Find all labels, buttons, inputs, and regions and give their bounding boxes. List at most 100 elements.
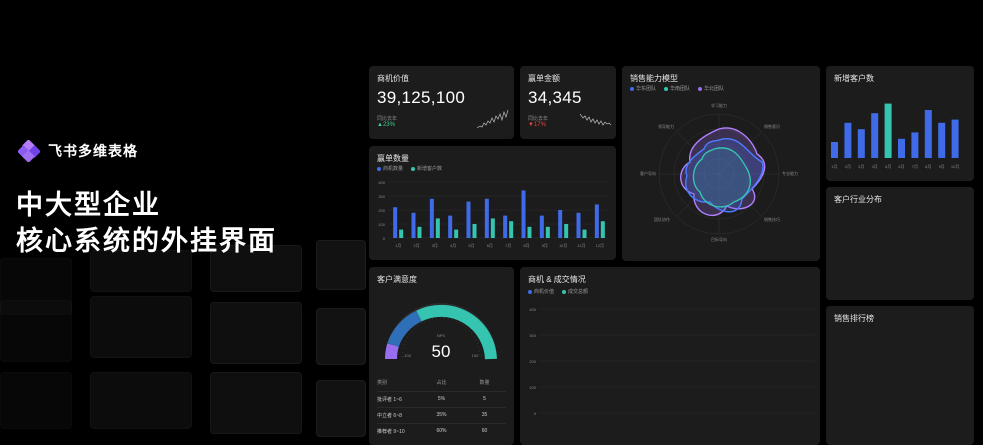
legend-item: 新增客户数 xyxy=(411,165,442,172)
bar xyxy=(417,226,422,238)
radar-axis-label: 领导能力 xyxy=(658,123,674,129)
bar xyxy=(429,198,434,238)
bar xyxy=(938,122,946,158)
sales-ranking-card[interactable]: 销售排行榜 xyxy=(826,306,974,445)
y-tick: 400 xyxy=(378,180,385,185)
customer-satisfaction-card[interactable]: 客户满意度 NPS 50 -100 100 类别 占比 数量 批评者 1~6 5% 5 … xyxy=(369,267,514,445)
customer-industry-card[interactable]: 客户行业分布 xyxy=(826,187,974,300)
radar-axis-label: 专业能力 xyxy=(782,170,798,176)
y-tick: 100 xyxy=(378,222,385,227)
legend-item: 华东团队 xyxy=(630,85,656,92)
radar-chart: 学习能力 销售意识 专业能力 销售技巧 目标导向 团队协作 客户导向 领导能力 xyxy=(640,102,798,242)
new-customers-card[interactable]: 新增客户数 1月 2月 3月 4月 5月 6月 7月 8月 9月 10月 xyxy=(826,66,974,181)
y-tick: 100 xyxy=(529,385,536,390)
brand-name: 飞书多维表格 xyxy=(48,143,138,159)
legend-item: 华北团队 xyxy=(698,85,724,92)
radar-axis-label: 客户导向 xyxy=(640,170,656,176)
x-tick: 2月 xyxy=(413,243,419,248)
bar xyxy=(503,215,508,238)
y-tick: 200 xyxy=(529,359,536,364)
y-tick: 400 xyxy=(529,307,536,312)
table-header: 类别 占比 数量 xyxy=(377,379,490,386)
headline-line-1: 中大型企业 xyxy=(16,190,161,220)
table-row: 批评者 1~6 5% 5 xyxy=(377,391,506,406)
card-title: 赢单数量 xyxy=(377,154,409,163)
deals-card[interactable]: 商机 & 成交情况 商机价值 成交总额 400 300 200 100 0 xyxy=(520,267,820,445)
x-tick: 3月 xyxy=(858,164,864,169)
bar xyxy=(911,132,919,158)
bar xyxy=(558,210,563,238)
radar-axis-label: 目标导向 xyxy=(711,236,727,242)
bar xyxy=(399,229,404,238)
won-count-card[interactable]: 赢单数量 商机数量 新增客户数 400 300 200 100 0 1月 2月 3月 4月 5月 6… xyxy=(369,146,616,260)
x-tick: 1月 xyxy=(395,243,401,248)
bar xyxy=(951,119,959,158)
sales-capability-radar-card[interactable]: 销售能力模型 华东团队 华南团队 华北团队 学习能力 销售意识 专业能力 销售技… xyxy=(622,66,820,261)
card-title: 销售能力模型 xyxy=(630,74,678,83)
x-tick: 9月 xyxy=(939,164,945,169)
bar xyxy=(594,204,599,238)
bar xyxy=(545,226,550,238)
feishu-bitable-logo-icon xyxy=(18,140,40,162)
gauge-max: 100 xyxy=(472,353,479,358)
card-title: 客户满意度 xyxy=(377,275,417,284)
bar xyxy=(472,224,477,238)
radar-series-blue xyxy=(685,138,764,213)
x-tick: 3月 xyxy=(432,243,438,248)
x-tick: 6月 xyxy=(898,164,904,169)
won-count-legend: 商机数量 新增客户数 xyxy=(377,165,442,172)
kpi-value: 39,125,100 xyxy=(377,88,466,107)
legend-item: 华南团队 xyxy=(664,85,690,92)
bar xyxy=(448,215,453,238)
y-tick: 0 xyxy=(383,236,386,241)
x-tick: 12月 xyxy=(596,243,604,248)
nps-gauge: NPS 50 -100 100 xyxy=(385,303,497,361)
bar xyxy=(857,129,865,158)
bar xyxy=(411,212,416,238)
radar-axis-label: 学习能力 xyxy=(711,102,727,108)
bar xyxy=(521,190,526,238)
bar xyxy=(435,218,440,238)
x-tick: 5月 xyxy=(468,243,474,248)
radar-axis-label: 销售意识 xyxy=(764,123,780,129)
table-row: 中立者 6~8 35% 35 xyxy=(377,407,506,422)
x-tick: 8月 xyxy=(523,243,529,248)
x-tick: 5月 xyxy=(885,164,891,169)
bar xyxy=(576,212,581,238)
x-tick: 1月 xyxy=(831,164,837,169)
bar xyxy=(924,110,932,158)
card-title: 新增客户数 xyxy=(834,74,874,83)
bar xyxy=(898,138,905,158)
brand: 飞书多维表格 xyxy=(18,140,138,162)
kpi-opportunity-value-card[interactable]: 商机价值 39,125,100 同比去年 ▲23% xyxy=(369,66,514,139)
bar xyxy=(527,226,532,238)
deals-chart: 400 300 200 100 0 xyxy=(529,307,815,416)
x-tick: 10月 xyxy=(951,164,959,169)
gauge-value: 50 xyxy=(432,342,451,361)
table-row: 推荐者 9~10 60% 60 xyxy=(377,423,506,438)
x-tick: 4月 xyxy=(450,243,456,248)
legend-item: 商机数量 xyxy=(377,165,403,172)
bar xyxy=(884,103,892,158)
x-tick: 8月 xyxy=(925,164,931,169)
gauge-min: -100 xyxy=(403,353,412,358)
bar xyxy=(844,122,852,158)
bar xyxy=(831,142,838,158)
y-tick: 0 xyxy=(534,411,537,416)
kpi-sub-label: 同比去年 xyxy=(377,116,398,122)
bar xyxy=(564,224,569,238)
bar xyxy=(454,229,459,238)
radar-axis-label: 销售技巧 xyxy=(764,216,780,222)
radar-series-teal xyxy=(692,147,751,208)
x-tick: 2月 xyxy=(845,164,851,169)
kpi-delta-up: ▲23% xyxy=(377,122,395,128)
kpi-won-amount-card[interactable]: 赢单金额 34,345 同比去年 ▼17% xyxy=(520,66,616,139)
x-tick: 10月 xyxy=(559,243,567,248)
x-tick: 7月 xyxy=(912,164,918,169)
y-tick: 300 xyxy=(529,333,536,338)
bar xyxy=(484,198,489,238)
headline: 中大型企业 核心系统的外挂界面 xyxy=(16,187,277,259)
gauge-label: NPS xyxy=(437,333,446,338)
x-tick: 4月 xyxy=(872,164,878,169)
bar xyxy=(871,113,879,158)
